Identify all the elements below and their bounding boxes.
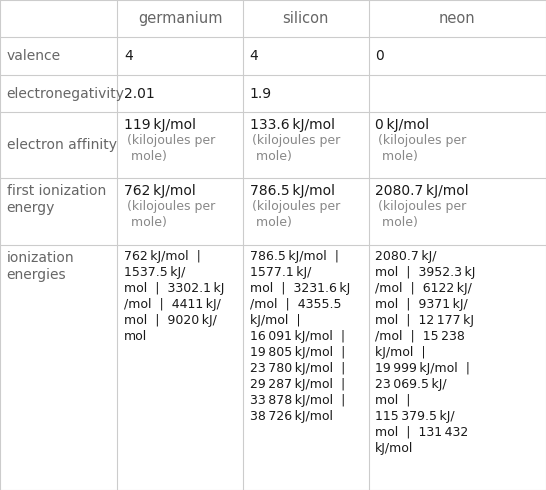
Text: 133.6 kJ/mol: 133.6 kJ/mol bbox=[250, 118, 335, 132]
Text: 786.5 kJ/mol  |
1577.1 kJ/
mol  |  3231.6 kJ
/mol  |  4355.5
kJ/mol  |
16 091 kJ: 786.5 kJ/mol | 1577.1 kJ/ mol | 3231.6 k… bbox=[250, 250, 350, 423]
Text: 4: 4 bbox=[250, 49, 258, 63]
Text: (kilojoules per
 mole): (kilojoules per mole) bbox=[252, 134, 341, 163]
Text: 0 kJ/mol: 0 kJ/mol bbox=[375, 118, 429, 132]
Text: (kilojoules per
 mole): (kilojoules per mole) bbox=[378, 134, 466, 163]
Text: ionization
energies: ionization energies bbox=[7, 251, 74, 282]
Text: electron affinity: electron affinity bbox=[7, 138, 116, 152]
Text: (kilojoules per
 mole): (kilojoules per mole) bbox=[127, 134, 215, 163]
Text: 0: 0 bbox=[375, 49, 384, 63]
Text: (kilojoules per
 mole): (kilojoules per mole) bbox=[378, 200, 466, 229]
Text: valence: valence bbox=[7, 49, 61, 63]
Text: 4: 4 bbox=[124, 49, 133, 63]
Text: electronegativity: electronegativity bbox=[7, 87, 124, 100]
Text: 2080.7 kJ/mol: 2080.7 kJ/mol bbox=[375, 184, 468, 198]
Text: 2.01: 2.01 bbox=[124, 87, 155, 100]
Text: 119 kJ/mol: 119 kJ/mol bbox=[124, 118, 196, 132]
Text: 762 kJ/mol: 762 kJ/mol bbox=[124, 184, 195, 198]
Text: (kilojoules per
 mole): (kilojoules per mole) bbox=[127, 200, 215, 229]
Text: 2080.7 kJ/
mol  |  3952.3 kJ
/mol  |  6122 kJ/
mol  |  9371 kJ/
mol  |  12 177 k: 2080.7 kJ/ mol | 3952.3 kJ /mol | 6122 k… bbox=[375, 250, 476, 455]
Text: 762 kJ/mol  |
1537.5 kJ/
mol  |  3302.1 kJ
/mol  |  4411 kJ/
mol  |  9020 kJ/
mo: 762 kJ/mol | 1537.5 kJ/ mol | 3302.1 kJ … bbox=[124, 250, 224, 343]
Text: germanium: germanium bbox=[138, 11, 222, 26]
Text: neon: neon bbox=[439, 11, 476, 26]
Text: (kilojoules per
 mole): (kilojoules per mole) bbox=[252, 200, 341, 229]
Text: 786.5 kJ/mol: 786.5 kJ/mol bbox=[250, 184, 335, 198]
Text: silicon: silicon bbox=[283, 11, 329, 26]
Text: first ionization
energy: first ionization energy bbox=[7, 184, 106, 215]
Text: 1.9: 1.9 bbox=[250, 87, 272, 100]
